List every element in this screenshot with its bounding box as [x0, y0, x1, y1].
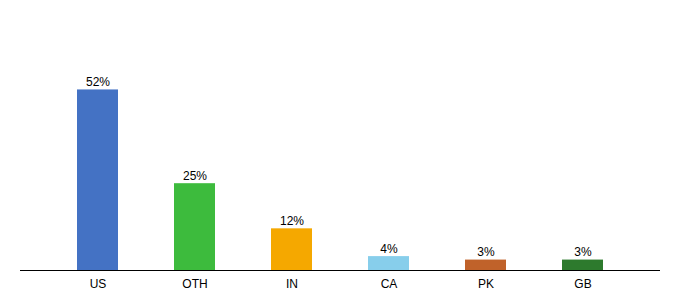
svg-text:US: US — [90, 277, 107, 291]
svg-text:CA: CA — [381, 277, 398, 291]
svg-text:OTH: OTH — [182, 277, 207, 291]
svg-text:3%: 3% — [574, 245, 592, 259]
svg-text:4%: 4% — [380, 242, 398, 256]
svg-text:IN: IN — [286, 277, 298, 291]
svg-text:12%: 12% — [280, 214, 304, 228]
svg-text:25%: 25% — [183, 169, 207, 183]
svg-text:GB: GB — [574, 277, 591, 291]
svg-text:PK: PK — [478, 277, 494, 291]
svg-text:3%: 3% — [477, 245, 495, 259]
svg-text:52%: 52% — [86, 75, 110, 89]
